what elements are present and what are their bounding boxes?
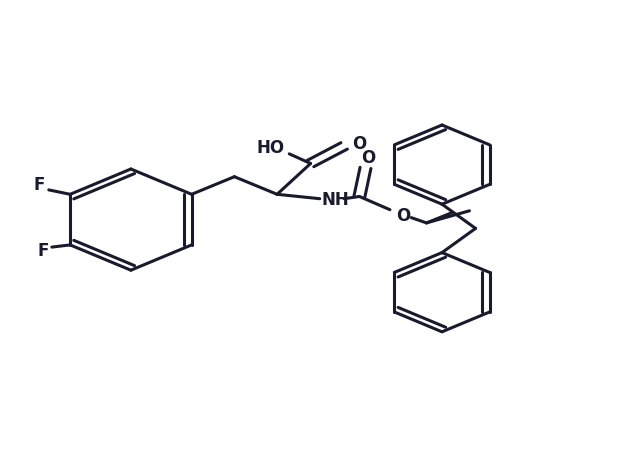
Text: O: O (396, 207, 410, 225)
Text: O: O (362, 149, 376, 167)
Text: NH: NH (321, 191, 349, 209)
Text: HO: HO (257, 139, 285, 157)
Text: F: F (34, 177, 45, 195)
Text: F: F (37, 243, 49, 260)
Text: O: O (352, 135, 367, 153)
